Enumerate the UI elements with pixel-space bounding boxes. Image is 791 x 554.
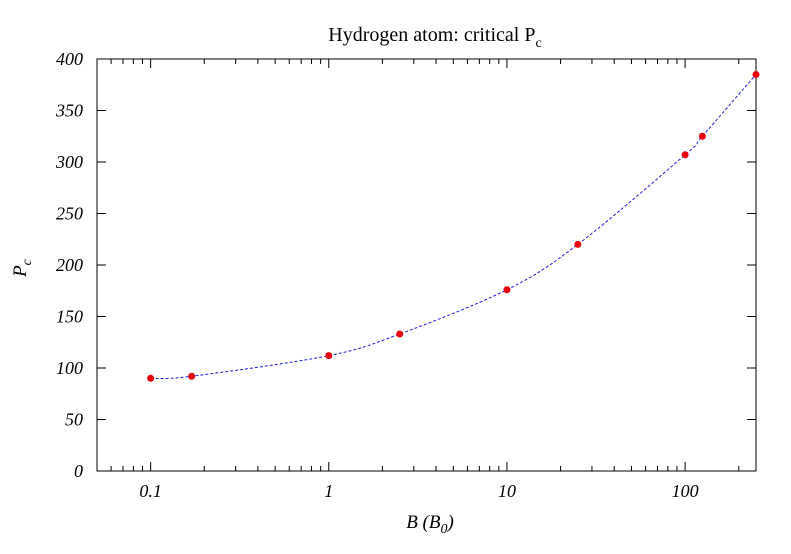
x-tick-label: 100 [672,481,699,501]
data-point [698,132,706,140]
x-tick-label: 0.1 [139,481,162,501]
y-axis-ticks: 0 50 100 150 200 250 300 350 400 [55,49,756,481]
x-tick-label: 10 [498,481,516,501]
plot-frame [96,58,757,472]
x-tick-label: 1 [324,481,333,501]
y-tick-label: 350 [55,101,83,121]
data-point [681,151,689,159]
chart-title: Hydrogen atom: critical Pc [328,24,541,51]
series-layer [147,70,760,382]
data-point [188,372,196,380]
y-axis-label: Pc [10,258,35,278]
data-point [147,374,155,382]
y-tick-label: 400 [56,49,83,69]
y-tick-label: 200 [56,255,83,275]
x-axis-label: B (B0) [406,512,454,537]
y-tick-label: 300 [55,152,83,172]
x-axis-ticks: 0.1 1 10 100 [110,59,740,501]
data-point [503,286,511,294]
data-point [752,70,760,78]
y-tick-label: 150 [56,307,83,327]
y-tick-label: 50 [65,410,83,430]
data-point [396,330,404,338]
y-tick-label: 250 [56,204,83,224]
data-point [325,352,333,360]
y-tick-label: 0 [74,461,83,481]
data-point [574,240,582,248]
series-line [150,74,757,380]
y-tick-label: 100 [56,358,83,378]
